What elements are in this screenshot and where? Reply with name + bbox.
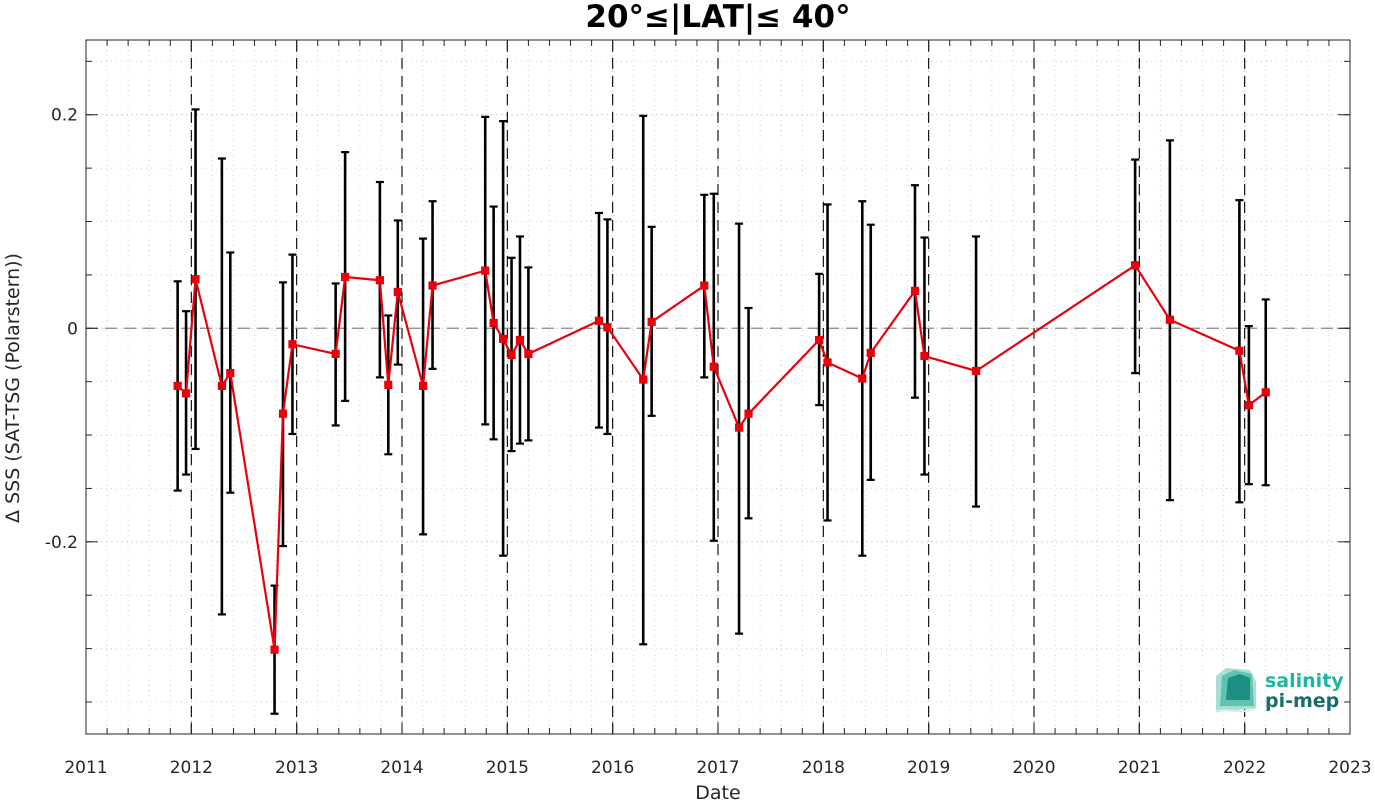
y-tick-label: 0 [67,319,78,339]
data-point-marker [499,334,508,344]
y-tick-label: -0.2 [45,533,78,553]
x-tick-label: 2018 [802,758,845,778]
data-point-marker [428,281,437,290]
data-point-marker [515,335,525,345]
data-point-marker [1261,388,1270,397]
data-point-marker [603,323,612,332]
data-point-marker [1235,346,1244,355]
data-point-marker [1244,401,1253,410]
data-point-marker [393,287,402,297]
data-point-marker [278,409,288,418]
data-point-marker [815,335,824,345]
x-tick-label: 2013 [275,758,318,778]
x-tick-label: 2011 [64,758,107,778]
data-point-marker [1165,315,1174,324]
data-point-marker [920,351,929,361]
x-axis-label: Date [695,782,740,801]
x-tick-label: 2012 [170,758,213,778]
data-point-marker [734,423,744,432]
data-point-marker [375,276,384,285]
x-tick-label: 2022 [1223,758,1266,778]
data-point-marker [217,381,226,391]
y-tick-label: 0.2 [51,106,78,126]
data-point-marker [270,645,279,654]
data-point-marker [418,381,428,391]
y-tick-labels: -0.2 0 0.2 [45,106,78,553]
x-tick-label: 2020 [1012,758,1055,778]
tick-marks [85,40,1351,734]
data-point-marker [191,275,200,284]
x-tick-label: 2023 [1328,758,1371,778]
x-tick-labels: 2011 2012 2013 2014 2015 2016 2017 2018 2019 2020… [64,758,1371,778]
data-point-marker [700,281,709,290]
data-point-marker [181,389,191,398]
chart-title: 20°≤|LAT|≤ 40° [585,0,850,35]
data-point-marker [489,318,498,328]
series-markers [173,261,1270,654]
y-axis-label: Δ SSS (SAT-TSG (Polarstern)) [2,253,24,523]
data-point-marker [647,317,656,326]
salinity-pi-mep-logo-icon [1215,668,1257,713]
x-tick-label: 2014 [380,758,423,778]
data-point-marker [910,286,920,296]
data-point-marker [823,358,832,367]
data-point-marker [226,369,235,378]
data-point-marker [173,381,182,391]
data-point-marker [709,362,718,371]
x-tick-label: 2017 [696,758,739,778]
data-point-marker [866,348,875,357]
data-point-marker [1131,261,1140,270]
logo-text-pi-mep: pi-mep [1265,690,1339,712]
data-point-marker [384,380,393,389]
year-separators [190,40,1246,734]
data-point-marker [744,409,753,418]
x-tick-label: 2015 [486,758,529,778]
data-point-marker [971,366,981,376]
data-point-marker [524,349,533,359]
logo-text-salinity: salinity [1265,670,1344,692]
data-point-marker [288,340,297,349]
data-point-marker [639,375,648,384]
data-point-marker [858,374,867,383]
logo: salinity pi-mep [1215,668,1344,713]
x-tick-label: 2016 [591,758,634,778]
data-point-marker [507,350,516,360]
x-tick-label: 2019 [907,758,950,778]
data-point-marker [331,349,340,359]
data-point-marker [481,266,490,275]
x-tick-label: 2021 [1118,758,1161,778]
data-point-marker [341,272,350,282]
data-point-marker [594,316,604,325]
